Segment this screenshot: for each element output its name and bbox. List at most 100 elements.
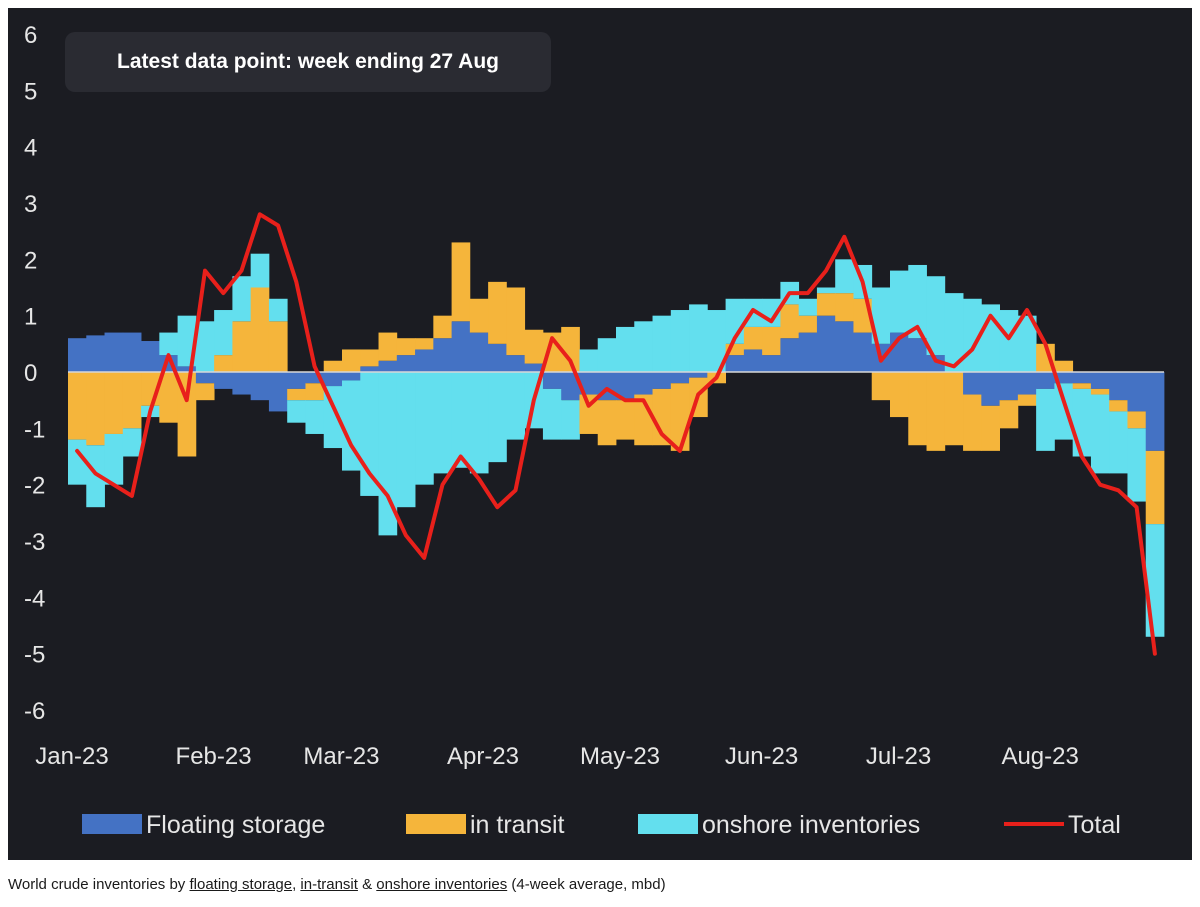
bar-floating — [999, 372, 1019, 401]
bar-onshore — [214, 310, 233, 356]
bar-transit — [469, 298, 489, 333]
bar-transit — [762, 326, 781, 356]
x-tick-label: Feb-23 — [176, 743, 252, 770]
bar-floating — [342, 372, 361, 381]
bar-onshore — [926, 276, 946, 356]
bar-floating — [853, 332, 873, 372]
bar-floating — [268, 372, 288, 412]
bar-transit — [396, 338, 416, 356]
bar-floating — [323, 372, 343, 387]
bar-floating — [1054, 372, 1074, 384]
bar-onshore — [1127, 428, 1147, 502]
bar-onshore — [1072, 388, 1092, 457]
bar-floating — [396, 355, 416, 372]
bar-transit — [871, 372, 891, 401]
bar-floating — [908, 338, 927, 372]
bar-onshore — [634, 321, 653, 372]
bar-floating — [305, 372, 325, 384]
bar-onshore — [616, 326, 635, 372]
bar-transit — [323, 360, 343, 372]
bar-floating — [816, 315, 836, 372]
y-tick-label: 1 — [24, 304, 37, 331]
bar-onshore — [396, 372, 416, 508]
bar-floating — [616, 372, 635, 401]
bar-floating — [780, 338, 800, 372]
bar-transit — [835, 293, 854, 322]
bar-transit — [780, 304, 800, 339]
bar-onshore — [1090, 394, 1110, 474]
bar-onshore — [1054, 383, 1074, 440]
bar-floating — [926, 355, 946, 372]
bar-transit — [378, 332, 398, 361]
bar-transit — [597, 400, 617, 446]
bar-onshore — [159, 332, 178, 356]
y-tick-label: -1 — [24, 416, 45, 443]
bar-floating — [68, 338, 87, 372]
caption-link-in-transit[interactable]: in-transit — [300, 876, 358, 893]
bar-transit — [488, 281, 507, 344]
bar-onshore — [305, 400, 325, 434]
bar-onshore — [433, 372, 452, 474]
bar-floating — [488, 343, 507, 372]
bar-floating — [634, 372, 653, 395]
bar-floating — [1072, 372, 1092, 384]
bar-transit — [159, 372, 178, 423]
bar-floating — [1017, 372, 1037, 395]
bar-floating — [798, 332, 818, 372]
caption-link-onshore-inventories[interactable]: onshore inventories — [376, 876, 508, 893]
bar-floating — [122, 332, 142, 372]
x-tick-label: Jul-23 — [866, 743, 931, 770]
bar-transit — [360, 349, 379, 367]
bar-transit — [908, 372, 927, 446]
legend-swatch-onshore — [638, 814, 698, 834]
bar-transit — [944, 372, 964, 446]
bar-transit — [214, 355, 233, 372]
y-tick-label: -3 — [24, 529, 45, 556]
legend-label-transit: in transit — [470, 811, 565, 839]
bar-floating — [743, 349, 763, 372]
y-tick-label: -5 — [24, 642, 45, 669]
bar-transit — [250, 287, 270, 372]
caption-prefix: World crude inventories by — [8, 876, 190, 893]
bar-transit — [926, 372, 946, 451]
bar-onshore — [506, 372, 526, 440]
bar-floating — [141, 341, 160, 372]
bar-transit — [287, 388, 306, 401]
x-tick-label: Jan-23 — [35, 743, 108, 770]
bar-onshore — [871, 287, 891, 344]
x-tick-label: Mar-23 — [303, 743, 379, 770]
bar-floating — [670, 372, 690, 384]
bar-onshore — [908, 264, 927, 339]
bar-floating — [1090, 372, 1110, 389]
bar-floating — [195, 372, 215, 384]
bar-transit — [305, 383, 325, 401]
x-tick-label: Jun-23 — [725, 743, 798, 770]
bar-transit — [981, 405, 1000, 451]
bar-onshore — [232, 276, 252, 322]
bar-transit — [451, 242, 471, 322]
bar-onshore — [104, 433, 124, 485]
bar-transit — [963, 394, 982, 451]
latest-data-annotation: Latest data point: week ending 27 Aug — [65, 32, 551, 92]
caption-link-floating-storage[interactable]: floating storage — [189, 876, 293, 893]
bar-floating — [1036, 372, 1055, 389]
chart-panel: 6 5 4 3 2 1 0 -1 -2 -3 -4 -5 -6 Jan-23 Feb-23 Mar-23 Ap… — [8, 8, 1192, 860]
bar-transit — [561, 326, 580, 372]
bar-transit — [104, 372, 124, 434]
bar-floating — [542, 372, 562, 389]
bar-onshore — [542, 388, 562, 440]
y-tick-label: 3 — [24, 191, 37, 218]
bar-onshore — [250, 253, 270, 288]
bar-onshore — [68, 439, 87, 485]
bar-transit — [798, 315, 818, 333]
bar-floating — [1109, 372, 1128, 401]
bar-transit — [86, 372, 105, 446]
bar-onshore — [86, 445, 105, 508]
y-tick-label: -6 — [24, 698, 45, 725]
inventory-chart: 6 5 4 3 2 1 0 -1 -2 -3 -4 -5 -6 Jan-23 Feb-23 Mar-23 Ap… — [24, 22, 1165, 839]
bar-floating — [963, 372, 982, 395]
bar-transit — [743, 326, 763, 350]
legend-label-total: Total — [1068, 811, 1121, 839]
bar-floating — [1145, 372, 1165, 451]
y-tick-label: 4 — [24, 135, 37, 162]
